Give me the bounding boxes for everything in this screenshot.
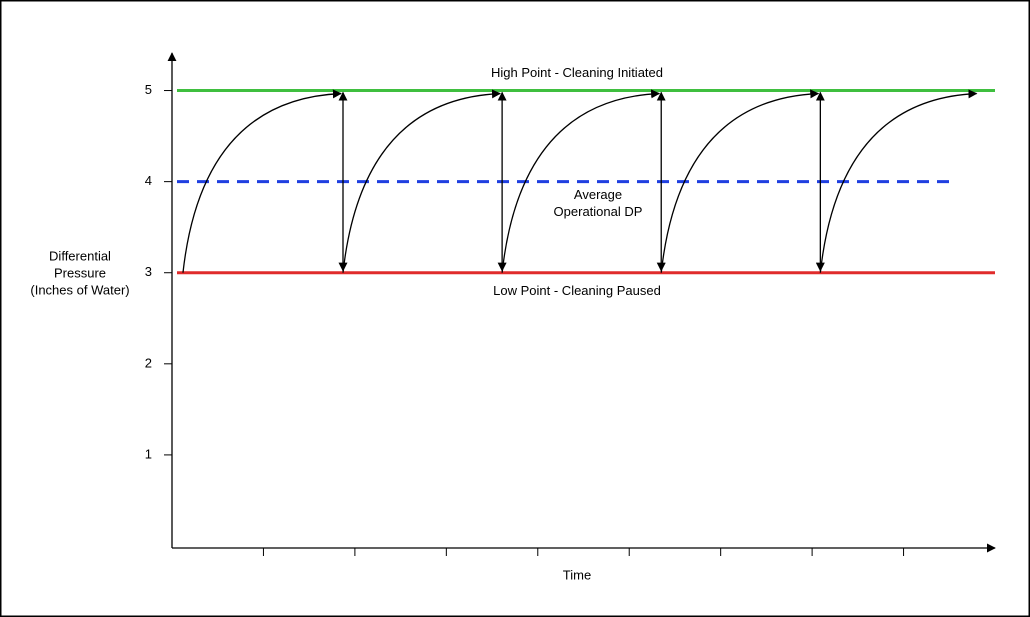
rise-curve — [501, 89, 661, 273]
y-tick-label: 5 — [145, 82, 152, 97]
rise-curve — [182, 89, 342, 273]
y-axis-label: Differential — [49, 248, 111, 263]
y-axis-label: (Inches of Water) — [30, 282, 129, 297]
x-axis-label: Time — [563, 567, 591, 582]
y-tick-label: 3 — [145, 264, 152, 279]
reference-label: Low Point - Cleaning Paused — [493, 283, 661, 298]
y-axis-label: Pressure — [54, 265, 106, 280]
rise-curve — [342, 89, 502, 273]
y-tick-label: 2 — [145, 355, 152, 370]
rise-curve — [819, 89, 978, 273]
rise-curve — [660, 89, 820, 273]
reference-label: Average — [574, 187, 622, 202]
y-tick-label: 4 — [145, 173, 152, 188]
reference-label: High Point - Cleaning Initiated — [491, 65, 663, 80]
reference-label: Operational DP — [554, 204, 643, 219]
y-tick-label: 1 — [145, 446, 152, 461]
